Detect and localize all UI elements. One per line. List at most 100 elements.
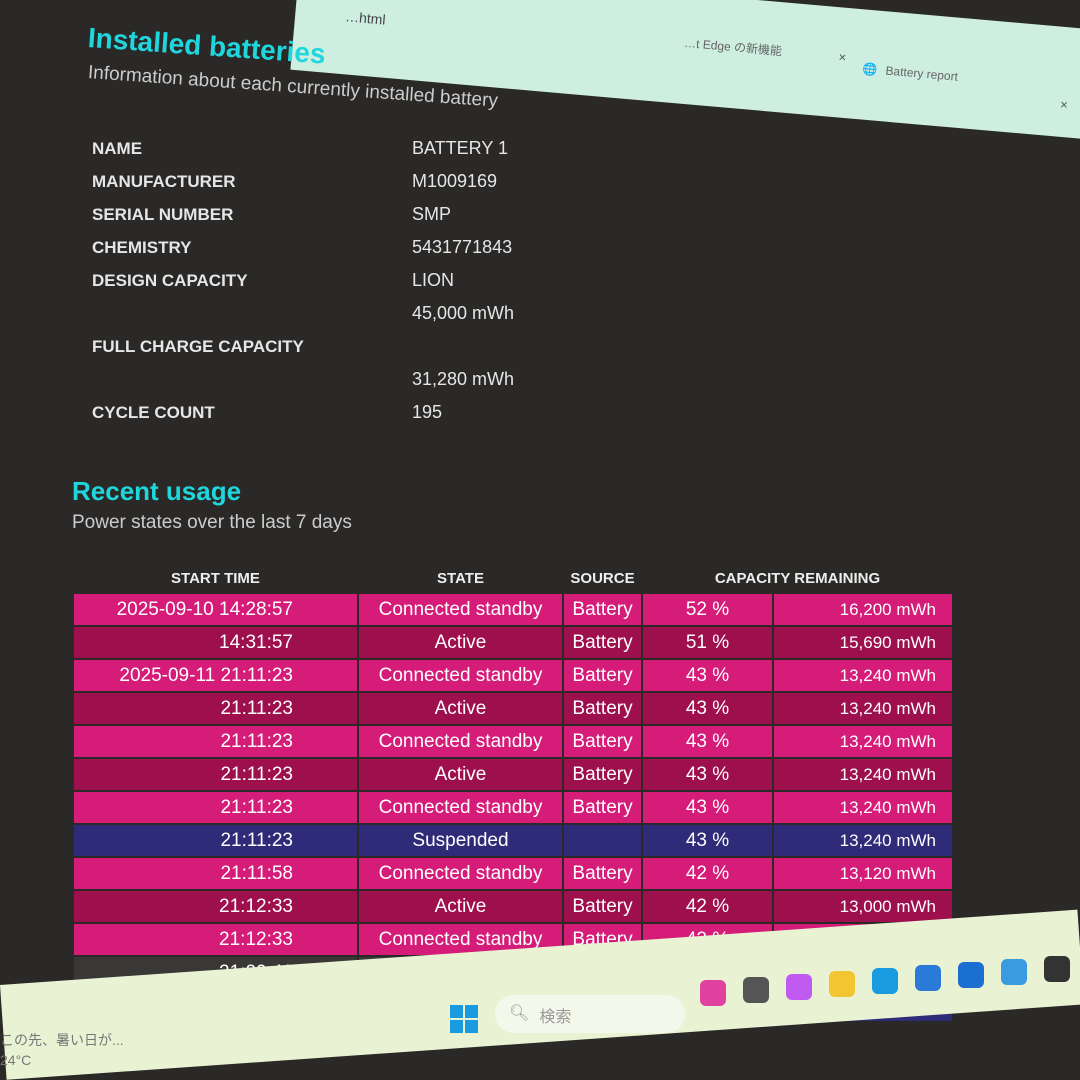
field-value: M1009169 (412, 171, 498, 191)
recent-usage-subtitle: Power states over the last 7 days (72, 512, 352, 533)
weather-widget[interactable]: この先、暑い日が... 24°C (0, 1030, 124, 1070)
start-time: 2025-09-10 14:28:57 (74, 594, 357, 625)
header-state: STATE (437, 569, 484, 587)
start-time: 21:11:23 (74, 792, 357, 823)
state: Active (359, 891, 562, 922)
terminal-icon[interactable] (1044, 956, 1070, 982)
battery-field: DESIGN CAPACITY LION (92, 264, 552, 297)
capacity-mwh: 13,120 mWh (774, 858, 952, 889)
start-time: 21:11:23 (74, 825, 357, 856)
start-time: 21:11:58 (74, 858, 357, 889)
capacity-percent: 43 % (643, 825, 772, 856)
state: Connected standby (359, 858, 562, 889)
field-label: CYCLE COUNT (92, 402, 215, 422)
close-tab-icon[interactable]: × (1059, 96, 1069, 113)
field-label: SERIAL NUMBER (92, 204, 234, 224)
field-label: NAME (92, 138, 143, 158)
battery-field: 45,000 mWh (92, 297, 552, 330)
recent-usage-title: Recent usage (72, 476, 242, 506)
table-row: 21:11:23 Connected standby Battery 43 % … (74, 792, 952, 823)
state: Suspended (359, 825, 562, 856)
capacity-mwh: 16,200 mWh (774, 594, 952, 625)
edge-icon[interactable] (872, 968, 898, 994)
start-time: 21:12:33 (74, 891, 357, 922)
state: Active (359, 627, 562, 658)
tab-html[interactable]: …html (344, 8, 387, 28)
table-row: 21:12:33 Active Battery 42 % 13,000 mWh (74, 891, 952, 922)
table-row: 2025-09-10 14:28:57 Connected standby Ba… (74, 594, 952, 625)
state: Active (359, 759, 562, 790)
m365-copilot-icon[interactable] (786, 974, 812, 1000)
source: Battery (564, 660, 641, 691)
capacity-mwh: 13,000 mWh (774, 891, 952, 922)
field-value: 195 (412, 402, 443, 422)
battery-field: MANUFACTURER M1009169 (92, 165, 552, 198)
capacity-mwh: 13,240 mWh (774, 660, 952, 691)
capacity-mwh: 13,240 mWh (774, 693, 952, 724)
table-row: 21:11:23 Suspended 43 % 13,240 mWh (74, 825, 952, 856)
battery-field: CHEMISTRY 5431771843 (92, 231, 552, 264)
browser-tab-bar: …html …t Edge の新機能 × 🌐 Battery report × (290, 0, 1080, 149)
field-label: MANUFACTURER (92, 171, 236, 191)
state: Connected standby (359, 792, 562, 823)
capacity-percent: 42 % (643, 891, 772, 922)
capacity-percent: 43 % (643, 759, 772, 790)
close-tab-icon[interactable]: × (837, 49, 847, 65)
field-value: BATTERY 1 (412, 138, 509, 158)
installed-batteries-title: Installed batteries (86, 22, 327, 70)
globe-icon: 🌐 (862, 61, 879, 77)
start-time: 21:11:23 (74, 693, 357, 724)
file-explorer-icon[interactable] (829, 971, 855, 997)
header-capacity-remaining: CAPACITY REMAINING (714, 569, 881, 587)
capacity-percent: 43 % (643, 660, 772, 691)
source: Battery (564, 792, 641, 823)
start-time: 21:11:23 (74, 726, 357, 757)
state: Connected standby (359, 660, 562, 691)
table-row: 21:11:23 Active Battery 43 % 13,240 mWh (74, 759, 952, 790)
source: Battery (564, 627, 641, 658)
state: Active (359, 693, 562, 724)
field-value: 5431771843 (412, 237, 513, 257)
capacity-mwh: 13,240 mWh (774, 759, 952, 790)
source: Battery (564, 726, 641, 757)
field-value: SMP (412, 204, 452, 224)
source: Battery (564, 693, 641, 724)
capacity-percent: 43 % (643, 693, 772, 724)
table-row: 21:11:58 Connected standby Battery 42 % … (74, 858, 952, 889)
header-start-time: START TIME (171, 569, 260, 587)
capacity-mwh: 13,240 mWh (774, 792, 952, 823)
battery-field: NAME BATTERY 1 (92, 132, 552, 165)
tab-battery-report[interactable]: 🌐 Battery report (862, 61, 959, 83)
field-value: LION (412, 270, 455, 290)
field-label: DESIGN CAPACITY (92, 270, 248, 290)
state: Connected standby (359, 726, 562, 757)
state: Connected standby (359, 594, 562, 625)
battery-field: CYCLE COUNT 195 (92, 396, 552, 429)
start-time: 14:31:57 (74, 627, 357, 658)
photos-icon[interactable] (1001, 959, 1027, 985)
copilot-icon[interactable] (700, 980, 726, 1006)
battery-field: SERIAL NUMBER SMP (92, 198, 552, 231)
field-value: 45,000 mWh (412, 303, 515, 323)
header-source: SOURCE (570, 569, 635, 587)
search-icon: 🔍︎ (509, 1005, 530, 1022)
capacity-percent: 43 % (643, 726, 772, 757)
capacity-mwh: 13,240 mWh (774, 726, 952, 757)
store-icon[interactable] (915, 965, 941, 991)
temperature: 24°C (0, 1052, 32, 1068)
field-label: CHEMISTRY (92, 237, 192, 257)
taskbar-search[interactable]: 🔍︎ 検索 (495, 995, 685, 1033)
source (564, 825, 641, 856)
search-placeholder: 検索 (539, 1009, 572, 1026)
start-time: 21:11:23 (74, 759, 357, 790)
start-time: 2025-09-11 21:11:23 (74, 660, 357, 691)
table-row: 21:11:23 Connected standby Battery 43 % … (74, 726, 952, 757)
outlook-icon[interactable] (958, 962, 984, 988)
table-row: 14:31:57 Active Battery 51 % 15,690 mWh (74, 627, 952, 658)
start-button[interactable] (450, 1005, 478, 1033)
source: Battery (564, 594, 641, 625)
battery-field: 31,280 mWh (92, 363, 552, 396)
capacity-mwh: 15,690 mWh (774, 627, 952, 658)
tab-edge-whats-new[interactable]: …t Edge の新機能 (683, 35, 783, 59)
task-view-icon[interactable] (743, 977, 769, 1003)
